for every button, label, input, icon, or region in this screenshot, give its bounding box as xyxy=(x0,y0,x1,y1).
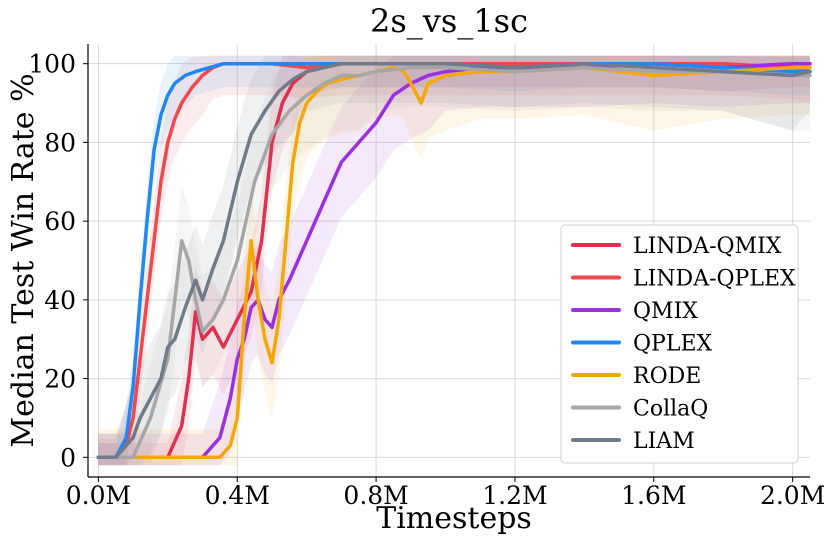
band-collaq xyxy=(98,55,810,466)
axes-layer xyxy=(87,44,810,478)
x-tick-label: 1.2M xyxy=(482,481,547,510)
legend-label-qmix: QMIX xyxy=(633,299,698,324)
x-tick-label: 0.4M xyxy=(205,481,270,510)
y-tick-label: 60 xyxy=(44,207,76,236)
legend-label-collaq: CollaQ xyxy=(633,397,708,422)
legend-label-liam: LIAM xyxy=(633,429,695,454)
series-line-liam xyxy=(96,61,812,460)
band-qmix xyxy=(98,55,810,466)
legend-box xyxy=(560,224,799,464)
x-tick-label: 0.8M xyxy=(343,481,408,510)
legend-label-rode: RODE xyxy=(633,364,701,389)
y-tick-label: 80 xyxy=(44,128,76,157)
chart-title: 2s_vs_1sc xyxy=(370,2,528,40)
y-tick-label: 20 xyxy=(44,365,76,394)
tick-layer: 0.0M 0.4M 0.8M 1.2M 1.6M 2.0M 0 20 40 60 80 100 xyxy=(28,50,825,510)
legend: LINDA-QMIX LINDA-QPLEX QMIX QPLEX RODE CollaQ… xyxy=(560,224,799,464)
y-tick-label: 40 xyxy=(44,286,76,315)
series-line-collaq xyxy=(96,65,812,460)
x-tick-label: 0.0M xyxy=(66,481,131,510)
band-linda-qmix xyxy=(98,55,810,466)
legend-label-linda-qmix: LINDA-QMIX xyxy=(633,234,782,259)
x-axis-label: Timesteps xyxy=(376,501,532,536)
line-layer xyxy=(96,61,812,460)
y-tick-label: 0 xyxy=(60,443,76,472)
legend-label-linda-qplex: LINDA-QPLEX xyxy=(633,267,796,292)
legend-label-qplex: QPLEX xyxy=(633,332,713,357)
band-qplex xyxy=(98,55,810,466)
y-axis-label: Median Test Win Rate % xyxy=(6,73,41,447)
y-tick-label: 100 xyxy=(28,50,76,79)
band-liam xyxy=(98,55,810,466)
band-layer xyxy=(98,55,810,466)
x-tick-label: 1.6M xyxy=(621,481,686,510)
band-rode xyxy=(98,55,810,466)
x-tick-label: 2.0M xyxy=(760,481,825,510)
